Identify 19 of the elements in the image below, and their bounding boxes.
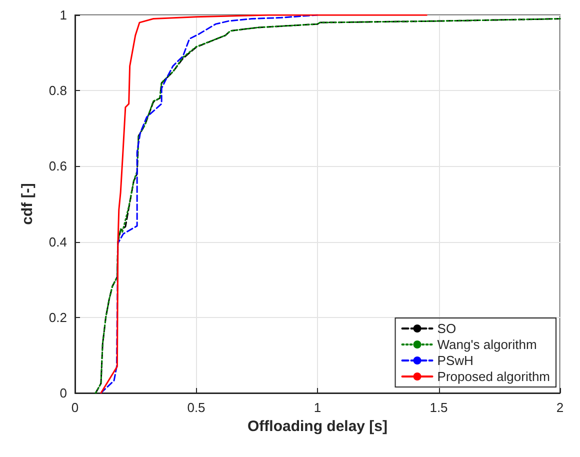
y-tick-label: 1	[60, 8, 67, 22]
x-tick-label: 1	[314, 400, 322, 415]
legend-label: SO	[437, 321, 456, 336]
y-axis-title: cdf [-]	[19, 183, 36, 225]
y-tick-label: 0	[60, 386, 67, 400]
x-tick-label: 2	[556, 400, 564, 415]
x-tick-label: 0	[71, 400, 79, 415]
legend-label: Proposed algorithm	[437, 369, 550, 384]
line-series	[94, 18, 561, 394]
y-tick-label: 0.8	[48, 83, 67, 98]
y-tick-label: 0.6	[48, 158, 67, 174]
line-series	[100, 14, 428, 394]
y-tick-label: 0.4	[48, 234, 67, 250]
x-tick-label: 0.5	[187, 400, 206, 415]
legend-label: PSwH	[437, 353, 474, 368]
x-tick-label: 1.5	[430, 400, 448, 415]
y-tick-label: 0.2	[48, 310, 67, 325]
legend-label: Wang's algorithm	[437, 337, 537, 352]
x-axis-title: Offloading delay [s]	[247, 418, 388, 435]
